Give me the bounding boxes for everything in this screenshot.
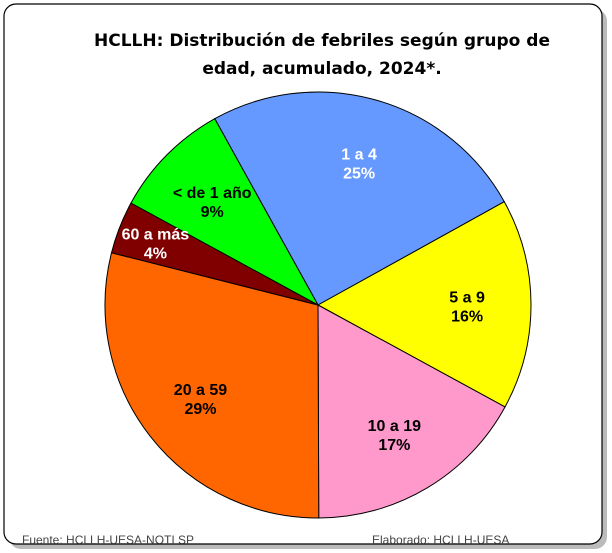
slice-value-label: 4% [144,245,167,262]
pie-slice [130,118,320,307]
slice-value-label: 29% [184,401,216,418]
pie-slice [214,91,505,306]
chart-title: edad, acumulado, 2024*. [202,59,441,79]
slice-label: 60 a más [122,226,190,243]
slice-value-label: 17% [378,437,410,454]
slice-label: < de 1 año [173,185,252,202]
slice-label: 10 a 19 [368,418,421,435]
slice-value-label: 9% [201,204,224,221]
slice-value-label: 25% [343,166,375,183]
source-note: Fuente: HCLLH-UESA-NOTI SP [22,533,194,547]
pie-slice [316,201,532,408]
chart-title: HCLLH: Distribución de febriles según gr… [94,31,550,51]
slice-label: 5 a 9 [449,289,485,306]
slice-label: 1 a 4 [341,147,377,164]
pie-slice [104,252,320,519]
credit-note: Elaborado: HCLLH-UESA [372,533,509,547]
slice-label: 20 a 59 [174,382,227,399]
pie-slice [317,304,506,519]
slice-value-label: 16% [451,308,483,325]
